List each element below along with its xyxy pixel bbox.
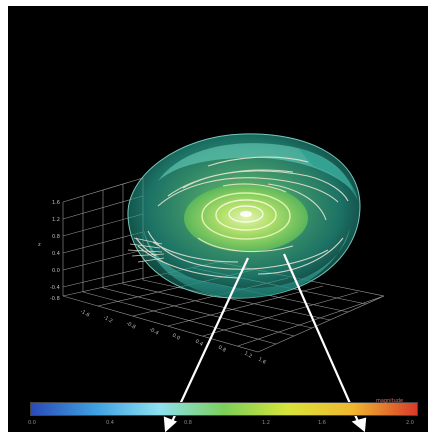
x-tick-label: -1.2 xyxy=(102,315,113,325)
colorbar-label: magnitude xyxy=(376,398,404,404)
y-tick-label: 0.4 xyxy=(52,251,60,257)
visualization-frame: 1.6 1.2 0.8 0.4 0.0 -0.4 -0.8 z -1.6 -1.… xyxy=(8,6,428,432)
right-arrow xyxy=(282,253,362,427)
x-tick-label: -1.6 xyxy=(79,309,90,319)
vortex-core xyxy=(184,184,308,252)
z-axis-label: z xyxy=(38,242,41,248)
colorbar-tick: 2.0 xyxy=(406,420,414,426)
colorbar-tick: 0.4 xyxy=(106,420,114,426)
colorbar xyxy=(30,402,418,416)
colorbar-tick: 1.2 xyxy=(262,420,270,426)
x-tick-label: 1.2 xyxy=(243,351,253,360)
y-tick-label: -0.8 xyxy=(50,296,60,302)
x-tick-label: -0.8 xyxy=(125,321,136,331)
y-tick-label: 0.8 xyxy=(52,234,60,240)
left-arrow-head xyxy=(163,416,178,432)
colorbar-tick: 0.0 xyxy=(28,420,36,426)
x-tick-label: 0.8 xyxy=(217,345,227,354)
left-arrow xyxy=(169,257,249,427)
x-tick-label: 0.4 xyxy=(194,339,204,348)
y-tick-label: -0.4 xyxy=(50,285,60,291)
colorbar-tick: 0.8 xyxy=(184,420,192,426)
streamlines xyxy=(135,156,349,279)
x-tick-label: 0.0 xyxy=(171,333,181,342)
x-tick-label: -0.4 xyxy=(148,327,159,337)
x-tick-label: 1.6 xyxy=(257,357,267,366)
y-tick-label: 1.2 xyxy=(52,217,60,223)
y-tick-label: 1.6 xyxy=(52,200,60,206)
right-arrow-head xyxy=(351,417,367,432)
volume-render-canvas: 1.6 1.2 0.8 0.4 0.0 -0.4 -0.8 z -1.6 -1.… xyxy=(38,133,385,432)
streamline-bundle-left xyxy=(127,237,165,263)
y-tick-label: 0.0 xyxy=(52,268,60,274)
axis-x-labels: -1.6 -1.2 -0.8 -0.4 0.0 0.4 0.8 1.2 1.6 xyxy=(79,309,267,366)
axis-y-labels: 1.6 1.2 0.8 0.4 0.0 -0.4 -0.8 z xyxy=(38,200,60,302)
colorbar-tick: 1.6 xyxy=(318,420,326,426)
pointer-arrows xyxy=(163,253,367,432)
